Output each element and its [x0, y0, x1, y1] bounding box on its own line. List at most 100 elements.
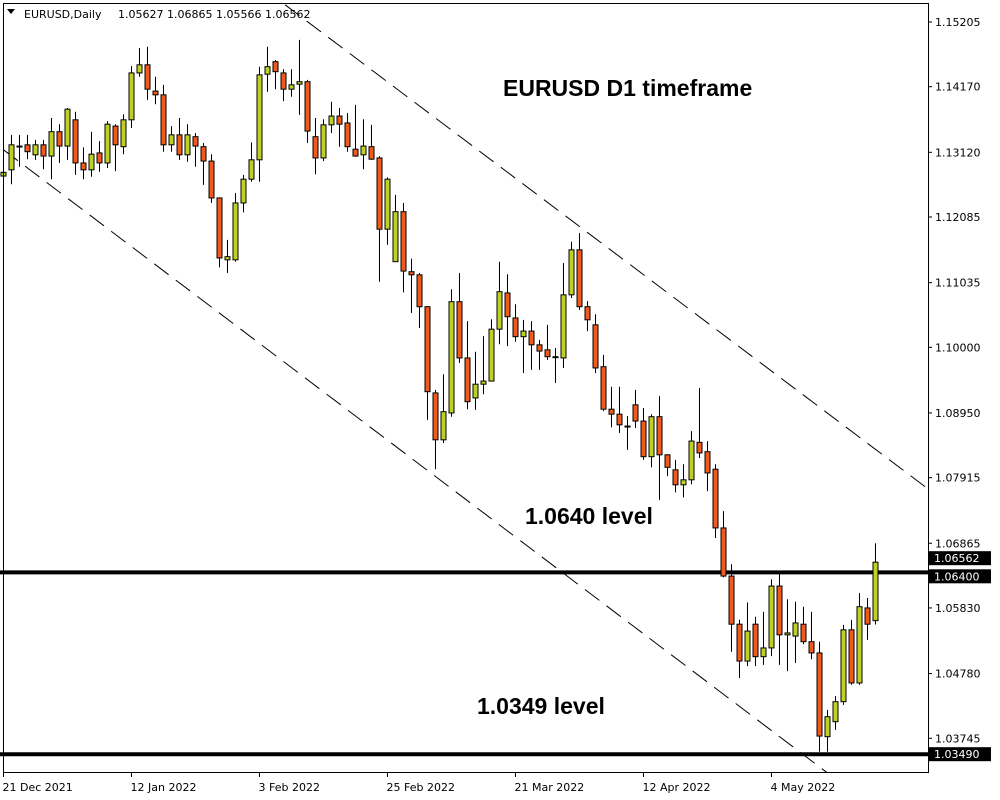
candle-body-bear: [72, 119, 79, 164]
candle: [248, 142, 255, 182]
candle: [320, 119, 327, 162]
candle: [552, 347, 559, 383]
candle-body-bull: [48, 131, 55, 157]
ohlc-readout: 1.05627 1.06865 1.05566 1.06562: [118, 8, 310, 21]
candle-body-bull: [560, 294, 567, 359]
candle: [152, 76, 159, 105]
candle: [776, 572, 783, 665]
y-tick-label: 1.12085: [935, 211, 981, 224]
candle-body-bear: [408, 271, 415, 276]
x-tick-label: 25 Feb 2022: [387, 781, 455, 794]
time-axis[interactable]: 21 Dec 2021 12 Jan 2022 3 Feb 2022 25 Feb 2…: [3, 773, 836, 794]
price-axis[interactable]: 1.15205 1.14170 1.13120 1.12085 1.11035 1.100…: [928, 16, 981, 745]
candle: [760, 611, 767, 665]
candle-body-bear: [80, 162, 87, 171]
candle: [272, 59, 279, 90]
candle: [304, 79, 311, 143]
candle: [592, 314, 599, 373]
candle-body-bear: [40, 144, 47, 157]
candle: [376, 156, 383, 282]
candle-body-bear: [368, 146, 375, 160]
candle-body-bear: [512, 317, 519, 338]
candle: [456, 272, 463, 363]
candle: [424, 306, 431, 420]
candle: [600, 354, 607, 412]
price-tag-label: 1.03490: [934, 748, 980, 761]
candle: [544, 324, 551, 360]
candle: [200, 142, 207, 185]
candle-body-bear: [776, 585, 783, 636]
price-tags: 1.06562 1.06400 1.03490: [929, 551, 991, 762]
candle-body-bull: [8, 144, 15, 171]
price-tag-bg: [929, 551, 991, 566]
candle-body-bear: [400, 211, 407, 272]
candle-body-bull: [520, 330, 527, 338]
candle: [696, 387, 703, 458]
candle-body-bear: [592, 324, 599, 369]
candle: [112, 124, 119, 172]
candle: [344, 112, 351, 152]
candle: [488, 319, 495, 382]
candle: [24, 134, 31, 160]
candle: [96, 141, 103, 172]
candle: [432, 389, 439, 470]
candle-body-bear: [848, 629, 855, 684]
candle-body-bull: [256, 74, 263, 161]
candle: [184, 124, 191, 162]
candle-body-bull: [648, 416, 655, 458]
candle: [144, 46, 151, 100]
candle-body-bear: [424, 306, 431, 393]
candle: [232, 192, 239, 262]
candle-body-bear: [864, 607, 871, 625]
candle-body-bull: [240, 178, 247, 204]
candle: [816, 641, 823, 752]
candle-body-bull: [872, 561, 879, 622]
candle: [800, 606, 807, 645]
candle: [832, 696, 839, 730]
candle: [736, 619, 743, 678]
candle: [352, 104, 359, 157]
candle-body-bear: [656, 416, 663, 456]
candle: [512, 304, 519, 342]
candle: [560, 262, 567, 368]
candle: [392, 194, 399, 263]
candle-body-bull: [760, 647, 767, 658]
candle-body-bear: [664, 454, 671, 468]
candle: [16, 134, 23, 167]
y-tick-label: 1.06865: [935, 537, 981, 550]
candle: [120, 114, 127, 155]
candle: [88, 131, 95, 177]
candle-body-bull: [688, 440, 695, 481]
candle-body-bull: [392, 211, 399, 263]
candle-body-bear: [200, 146, 207, 162]
candle: [416, 272, 423, 328]
candle: [768, 579, 775, 657]
candle: [448, 289, 455, 417]
candle-body-bull: [16, 145, 23, 148]
symbol-label: EURUSD,Daily: [24, 8, 102, 21]
level-2-annotation: 1.0349 level: [477, 693, 605, 719]
candle: [616, 386, 623, 433]
candle-body-bull: [360, 145, 367, 156]
candle: [472, 351, 479, 410]
x-tick-label: 12 Apr 2022: [643, 781, 711, 794]
candle-body-bear: [712, 468, 719, 529]
price-tag-bg: [929, 569, 991, 584]
candle: [808, 611, 815, 660]
candle: [656, 396, 663, 500]
candle-body-bull: [768, 585, 775, 649]
candle-body-bull: [480, 380, 487, 385]
candle-body-bull: [784, 632, 791, 636]
y-tick-label: 1.08950: [935, 407, 981, 420]
x-tick-label: 3 Feb 2022: [259, 781, 320, 794]
candle: [80, 147, 87, 180]
candle: [792, 601, 799, 663]
y-tick-label: 1.13120: [935, 146, 981, 159]
plot-frame: [3, 3, 929, 773]
candle-body-bear: [808, 641, 815, 654]
triangle-down-icon[interactable]: [7, 9, 15, 14]
candle-body-bull: [296, 81, 303, 85]
candle-body-bear: [728, 575, 735, 625]
